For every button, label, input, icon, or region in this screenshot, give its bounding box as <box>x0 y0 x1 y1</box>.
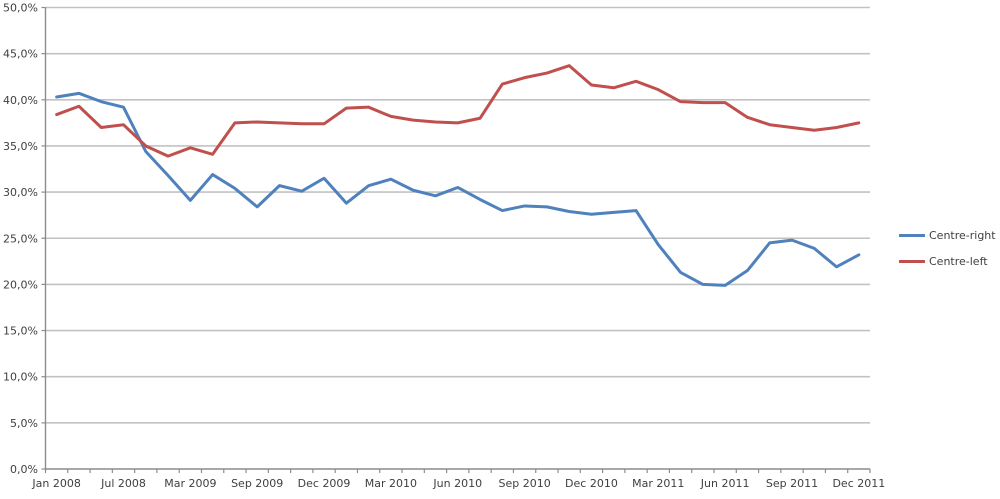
legend-item-centre-right: Centre-right <box>899 227 996 243</box>
x-axis-tick-label: Dec 2010 <box>565 477 618 490</box>
x-axis-tick-label: Sep 2010 <box>498 477 550 490</box>
series-line-centre-left <box>55 64 861 158</box>
y-axis-tick-label: 0,0% <box>10 463 38 476</box>
x-axis-tick-label: Dec 2009 <box>298 477 351 490</box>
x-axis-tick-label: Mar 2011 <box>632 477 684 490</box>
legend-label: Centre-right <box>929 228 996 242</box>
y-axis-tick-label: 50,0% <box>3 2 38 15</box>
x-axis-tick-label: Sep 2009 <box>231 477 283 490</box>
series-line-centre-right <box>55 91 861 287</box>
y-axis-tick-label: 20,0% <box>3 278 38 291</box>
x-axis-tick-label: Jan 2008 <box>31 477 80 490</box>
x-axis-tick-label: Jun 2010 <box>432 477 482 490</box>
y-axis-tick-label: 30,0% <box>3 186 38 199</box>
y-axis-tick-label: 15,0% <box>3 325 38 338</box>
centre-left-line-swatch-icon <box>899 259 925 263</box>
x-axis-tick-label: Dec 2011 <box>832 477 885 490</box>
y-axis-tick-label: 5,0% <box>10 417 38 430</box>
x-axis-tick-label: Sep 2011 <box>766 477 818 490</box>
x-axis-tick-label: Mar 2009 <box>164 477 216 490</box>
y-axis-tick-label: 10,0% <box>3 371 38 384</box>
chart-legend: Centre-right Centre-left <box>899 227 996 269</box>
x-axis-tick-label: Jun 2011 <box>700 477 750 490</box>
x-axis-tick-label: Mar 2010 <box>365 477 417 490</box>
y-axis-tick-label: 35,0% <box>3 140 38 153</box>
legend-item-centre-left: Centre-left <box>899 253 996 269</box>
y-axis-tick-label: 40,0% <box>3 94 38 107</box>
y-axis-tick-label: 25,0% <box>3 232 38 245</box>
centre-right-line-swatch-icon <box>899 233 925 237</box>
y-axis-tick-label: 45,0% <box>3 48 38 61</box>
x-axis-tick-label: Jul 2008 <box>100 477 146 490</box>
legend-label: Centre-left <box>929 254 988 268</box>
